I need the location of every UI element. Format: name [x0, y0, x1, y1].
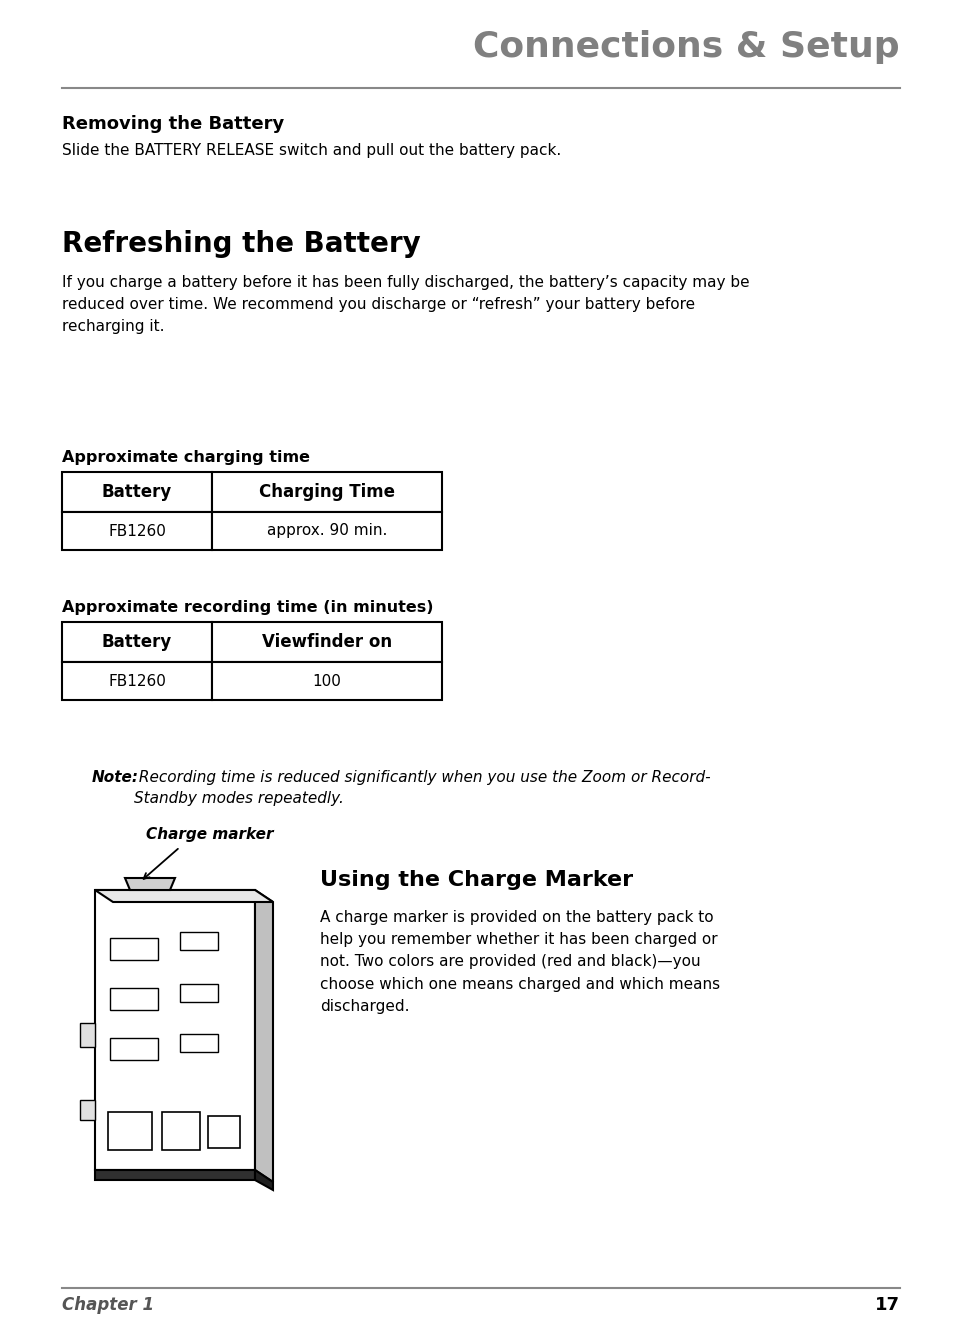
- Text: Charge marker: Charge marker: [146, 828, 274, 843]
- Bar: [62, 472, 212, 512]
- Bar: [162, 1112, 200, 1150]
- Text: 100: 100: [313, 674, 341, 689]
- Text: FB1260: FB1260: [108, 524, 166, 539]
- Text: approx. 90 min.: approx. 90 min.: [267, 524, 387, 539]
- Bar: [180, 984, 218, 1002]
- Polygon shape: [254, 890, 273, 1182]
- Bar: [80, 1022, 95, 1047]
- Text: Note:: Note:: [91, 770, 139, 785]
- Text: 17: 17: [874, 1296, 899, 1315]
- Text: Refreshing the Battery: Refreshing the Battery: [62, 230, 420, 259]
- Text: Battery: Battery: [102, 632, 172, 651]
- Text: Battery: Battery: [102, 482, 172, 501]
- Bar: [110, 938, 158, 959]
- Text: Removing the Battery: Removing the Battery: [62, 115, 284, 133]
- Text: FB1260: FB1260: [108, 674, 166, 689]
- Text: Using the Charge Marker: Using the Charge Marker: [319, 870, 633, 890]
- Bar: [208, 1116, 240, 1148]
- Polygon shape: [254, 1170, 273, 1190]
- Text: Slide the BATTERY RELEASE switch and pull out the battery pack.: Slide the BATTERY RELEASE switch and pul…: [62, 143, 560, 158]
- Bar: [110, 988, 158, 1010]
- Bar: [180, 1034, 218, 1052]
- Text: A charge marker is provided on the battery pack to
help you remember whether it : A charge marker is provided on the batte…: [319, 910, 720, 1014]
- Bar: [212, 472, 441, 512]
- Text: Recording time is reduced significantly when you use the Zoom or Record-
Standby: Recording time is reduced significantly …: [133, 770, 710, 805]
- Polygon shape: [95, 1170, 254, 1181]
- Bar: [62, 662, 212, 699]
- Text: Approximate charging time: Approximate charging time: [62, 450, 310, 465]
- Polygon shape: [95, 890, 273, 902]
- Text: Connections & Setup: Connections & Setup: [473, 29, 899, 64]
- Text: If you charge a battery before it has been fully discharged, the battery’s capac: If you charge a battery before it has be…: [62, 275, 749, 335]
- Bar: [108, 1112, 152, 1150]
- Text: Chapter 1: Chapter 1: [62, 1296, 154, 1315]
- Bar: [212, 622, 441, 662]
- Text: Approximate recording time (in minutes): Approximate recording time (in minutes): [62, 600, 433, 615]
- Bar: [212, 512, 441, 549]
- Bar: [180, 933, 218, 950]
- Text: Viewfinder on: Viewfinder on: [262, 632, 392, 651]
- Bar: [212, 662, 441, 699]
- Polygon shape: [125, 878, 174, 890]
- Bar: [80, 1100, 95, 1120]
- Polygon shape: [95, 890, 254, 1170]
- Bar: [110, 1038, 158, 1060]
- Bar: [62, 512, 212, 549]
- Text: Charging Time: Charging Time: [258, 482, 395, 501]
- Bar: [62, 622, 212, 662]
